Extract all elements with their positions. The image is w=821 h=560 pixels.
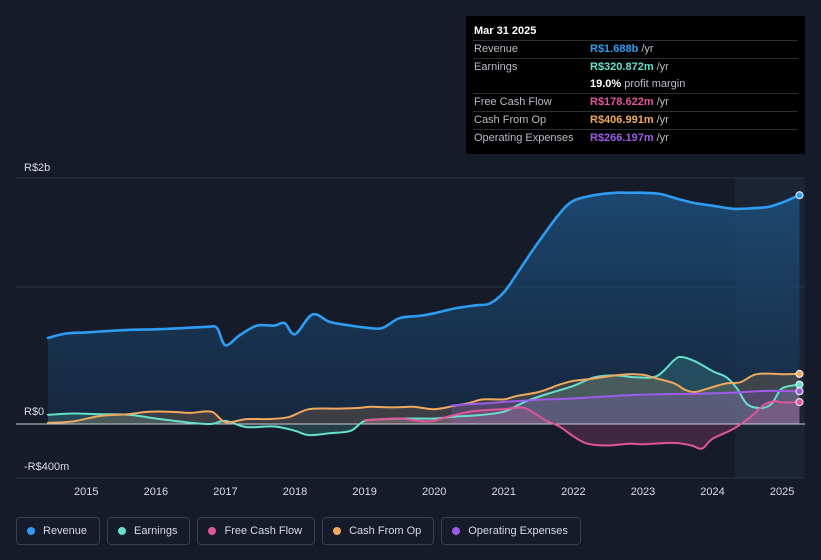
operating-expenses-end-point xyxy=(795,387,804,396)
legend-dot-icon xyxy=(333,527,342,535)
tooltip-value: R$320.872m xyxy=(590,61,654,73)
x-tick-label: 2023 xyxy=(631,486,655,498)
x-tick-label: 2018 xyxy=(283,486,307,498)
x-tick-label: 2019 xyxy=(352,486,376,498)
tooltip-suffix: /yr xyxy=(656,114,669,126)
x-tick-label: 2016 xyxy=(144,486,168,498)
cash-from-op-end-point xyxy=(795,369,804,378)
tooltip-suffix: profit margin xyxy=(624,78,686,90)
tooltip-suffix: /yr xyxy=(656,61,669,73)
tooltip-date: Mar 31 2025 xyxy=(474,25,537,37)
legend-item-earnings[interactable]: Earnings xyxy=(107,517,191,545)
y-label-zero: R$0 xyxy=(24,406,44,418)
tooltip-value: 19.0% xyxy=(590,78,622,90)
tooltip-label xyxy=(474,76,590,93)
tooltip-label: Operating Expenses xyxy=(474,132,574,144)
tooltip-row-opex: Operating Expenses R$266.197m /yr xyxy=(473,129,798,147)
x-tick-label: 2024 xyxy=(700,486,724,498)
tooltip-label: Cash From Op xyxy=(474,114,547,126)
x-tick-label: 2020 xyxy=(422,486,446,498)
legend-dot-icon xyxy=(208,527,217,535)
legend-dot-icon xyxy=(452,527,461,535)
tooltip-row-margin: 19.0% profit margin xyxy=(473,76,798,93)
tooltip-label: Earnings xyxy=(474,61,518,73)
tooltip-row-earnings: Earnings R$320.872m /yr xyxy=(473,58,798,76)
cash-from-op-area xyxy=(48,373,800,424)
tooltip-value: R$1.688b xyxy=(590,43,639,55)
earnings-line xyxy=(47,355,801,437)
tooltip-label: Revenue xyxy=(474,43,519,55)
free-cash-flow-end-point xyxy=(795,398,804,407)
free-cash-flow-area xyxy=(364,401,800,449)
chart: R$2b R$0 -R$400m 2015 2016 2017 2018 2019 202… xyxy=(16,162,805,498)
legend-item-operating-expenses[interactable]: Operating Expenses xyxy=(441,517,581,545)
x-tick-label: 2015 xyxy=(74,486,98,498)
legend-label: Free Cash Flow xyxy=(224,525,303,537)
tooltip-label: Free Cash Flow xyxy=(474,96,552,108)
legend-dot-icon xyxy=(27,527,35,535)
earnings-end-point xyxy=(795,380,804,389)
y-label-bottom: -R$400m xyxy=(24,461,69,473)
revenue-end-point xyxy=(795,191,804,200)
x-tick-label: 2025 xyxy=(770,486,794,498)
tooltip-value: R$178.622m xyxy=(590,96,654,108)
legend-label: Revenue xyxy=(43,525,88,537)
revenue-area xyxy=(48,192,800,424)
tooltip-value: R$406.991m xyxy=(590,114,654,126)
legend: Revenue Earnings Free Cash Flow Cash Fro… xyxy=(16,517,588,545)
x-tick-label: 2022 xyxy=(561,486,585,498)
tooltip-row-fcf: Free Cash Flow R$178.622m /yr xyxy=(473,93,798,111)
tooltip-value: R$266.197m xyxy=(590,132,654,144)
operating-expenses-line xyxy=(450,389,801,407)
tooltip-suffix: /yr xyxy=(656,96,669,108)
tooltip-panel: Mar 31 2025 Revenue R$1.688b /yr Earning… xyxy=(466,16,805,154)
x-tick-label: 2017 xyxy=(213,486,237,498)
legend-label: Cash From Op xyxy=(349,525,422,537)
tooltip-suffix: /yr xyxy=(641,43,654,55)
legend-label: Operating Expenses xyxy=(468,525,568,537)
legend-label: Earnings xyxy=(134,525,178,537)
tooltip-row-cfo: Cash From Op R$406.991m /yr xyxy=(473,111,798,129)
revenue-line xyxy=(46,191,801,347)
legend-item-revenue[interactable]: Revenue xyxy=(16,517,101,545)
free-cash-flow-line xyxy=(363,400,801,450)
tooltip-suffix: /yr xyxy=(656,132,669,144)
x-tick-label: 2021 xyxy=(492,486,516,498)
legend-item-free-cash-flow[interactable]: Free Cash Flow xyxy=(197,517,316,545)
legend-dot-icon xyxy=(118,527,127,535)
cash-from-op-line xyxy=(47,372,801,424)
tooltip-row-revenue: Revenue R$1.688b /yr xyxy=(473,40,798,58)
legend-item-cash-from-op[interactable]: Cash From Op xyxy=(322,517,435,545)
y-label-top: R$2b xyxy=(24,162,50,174)
